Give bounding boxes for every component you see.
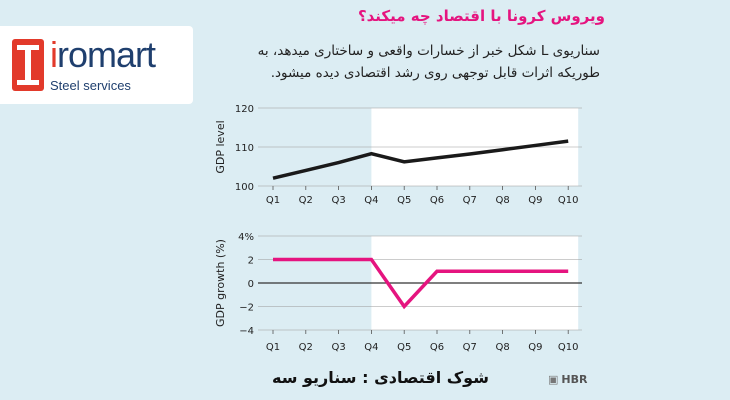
y-tick-label: −4: [239, 326, 254, 337]
y-tick-label: 100: [235, 182, 254, 193]
x-tick-label: Q10: [558, 342, 579, 353]
brand-name-rest: romart: [57, 34, 156, 75]
page-title: ویروس کرونا با اقتصاد چه میکند؟: [357, 7, 605, 25]
gdp-level-series-line: [272, 139, 569, 180]
y-tick-label: 120: [235, 104, 254, 115]
gdp-level-y-axis-label: GDP level: [214, 120, 227, 173]
x-tick-label: Q7: [463, 342, 477, 353]
gdp-level-x-ticks: Q1 Q2 Q3 Q4 Q5 Q6 Q7 Q8 Q9 Q10: [266, 186, 579, 206]
x-tick-label: Q9: [528, 342, 542, 353]
gdp-growth-chart: −4 −2 0 2 4% Q1 Q2 Q3 Q4 Q5 Q6 Q7 Q8 Q9 Q10 GDP growt…: [214, 232, 582, 353]
x-tick-label: Q1: [266, 342, 280, 353]
x-tick-label: Q3: [331, 195, 345, 206]
footer-title: شوک اقتصادی : سناریو سه: [272, 368, 489, 387]
gdp-growth-y-ticks: −4 −2 0 2 4%: [238, 232, 254, 337]
steel-beam-icon: [12, 39, 44, 91]
gdp-level-y-ticks: 100 110 120: [235, 104, 254, 193]
x-tick-label: Q6: [430, 195, 444, 206]
gdp-growth-y-axis-label: GDP growth (%): [214, 239, 227, 327]
brand-tagline: Steel services: [50, 78, 131, 93]
y-tick-label: −2: [239, 303, 254, 314]
brand-name-prefix: i: [50, 34, 58, 75]
y-tick-label: 0: [248, 279, 254, 290]
x-tick-label: Q8: [495, 195, 509, 206]
source-credit: ▣ HBR: [548, 373, 587, 386]
x-tick-label: Q8: [495, 342, 509, 353]
x-tick-label: Q3: [331, 342, 345, 353]
y-tick-label: 2: [248, 256, 254, 267]
x-tick-label: Q6: [430, 342, 444, 353]
x-tick-label: Q4: [364, 195, 378, 206]
source-credit-text: HBR: [561, 373, 588, 386]
x-tick-label: Q10: [558, 195, 579, 206]
scenario-description: سناریوی L شکل خبر از خسارات واقعی و ساخت…: [257, 43, 600, 81]
x-tick-label: Q4: [364, 342, 378, 353]
gdp-growth-x-ticks: Q1 Q2 Q3 Q4 Q5 Q6 Q7 Q8 Q9 Q10: [266, 330, 579, 353]
x-tick-label: Q9: [528, 195, 542, 206]
x-tick-label: Q1: [266, 195, 280, 206]
x-tick-label: Q7: [463, 195, 477, 206]
x-tick-label: Q2: [299, 342, 313, 353]
gdp-growth-series-line: [273, 257, 569, 310]
gdp-level-chart: 100 110 120 Q1 Q2 Q3 Q4 Q5 Q6 Q7 Q8 Q9 Q10 GDP leve…: [214, 104, 582, 206]
y-tick-label: 110: [235, 143, 254, 154]
hbr-logo-icon: ▣: [548, 373, 559, 386]
brand-logo-card: iromart Steel services: [0, 26, 193, 104]
y-tick-label: 4%: [238, 232, 254, 243]
x-tick-label: Q2: [299, 195, 313, 206]
brand-name: iromart: [50, 34, 156, 76]
x-tick-label: Q5: [397, 195, 411, 206]
x-tick-label: Q5: [397, 342, 411, 353]
